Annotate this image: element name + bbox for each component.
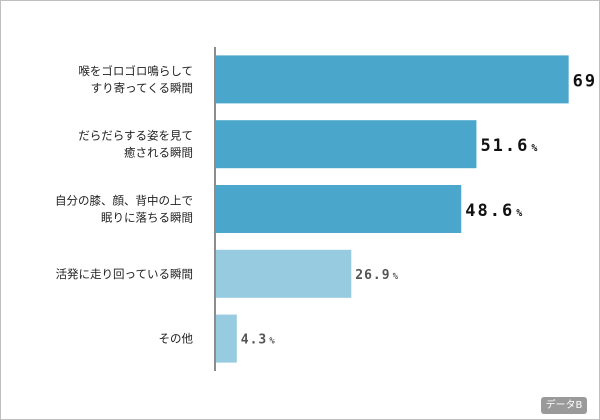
value-label-3: 26.9% — [355, 268, 398, 283]
bar-2 — [215, 185, 462, 233]
category-label-line: 喉をゴロゴロ鳴らして — [78, 64, 193, 78]
category-label-line: すり寄ってくる瞬間 — [91, 81, 193, 95]
category-label-3: 活発に走り回っている瞬間 — [56, 267, 193, 281]
value-unit: % — [531, 143, 537, 154]
value-label-4: 4.3% — [241, 333, 275, 348]
value-unit: % — [516, 208, 522, 219]
value-number: 51.6 — [480, 136, 529, 156]
value-number: 48.6 — [465, 201, 514, 221]
bar-4 — [215, 314, 237, 363]
value-label-0: 69.8% — [573, 71, 599, 91]
category-label-0: 喉をゴロゴロ鳴らしてすり寄ってくる瞬間 — [78, 64, 193, 95]
value-unit: % — [393, 272, 399, 282]
category-label-4: その他 — [159, 332, 194, 346]
category-label-line: 癒される瞬間 — [124, 146, 193, 160]
category-label-line: 自分の膝、顔、背中の上で — [55, 194, 193, 208]
data-badge: データB — [541, 397, 587, 414]
value-label-2: 48.6% — [465, 201, 522, 221]
category-label-line: 活発に走り回っている瞬間 — [56, 267, 193, 281]
value-unit: % — [269, 337, 275, 347]
category-label-line: その他 — [159, 332, 194, 346]
value-label-1: 51.6% — [480, 136, 537, 156]
value-number: 69.8 — [573, 71, 599, 91]
value-number: 26.9 — [355, 268, 390, 283]
bar-0 — [215, 55, 569, 104]
bar-3 — [215, 249, 352, 298]
category-label-line: 眠りに落ちる瞬間 — [101, 211, 193, 225]
category-label-line: だらだらする姿を見て — [78, 129, 193, 143]
category-label-2: 自分の膝、顔、背中の上で眠りに落ちる瞬間 — [55, 194, 193, 225]
category-label-1: だらだらする姿を見て癒される瞬間 — [78, 129, 193, 160]
bar-1 — [215, 120, 477, 169]
value-number: 4.3 — [241, 333, 267, 348]
